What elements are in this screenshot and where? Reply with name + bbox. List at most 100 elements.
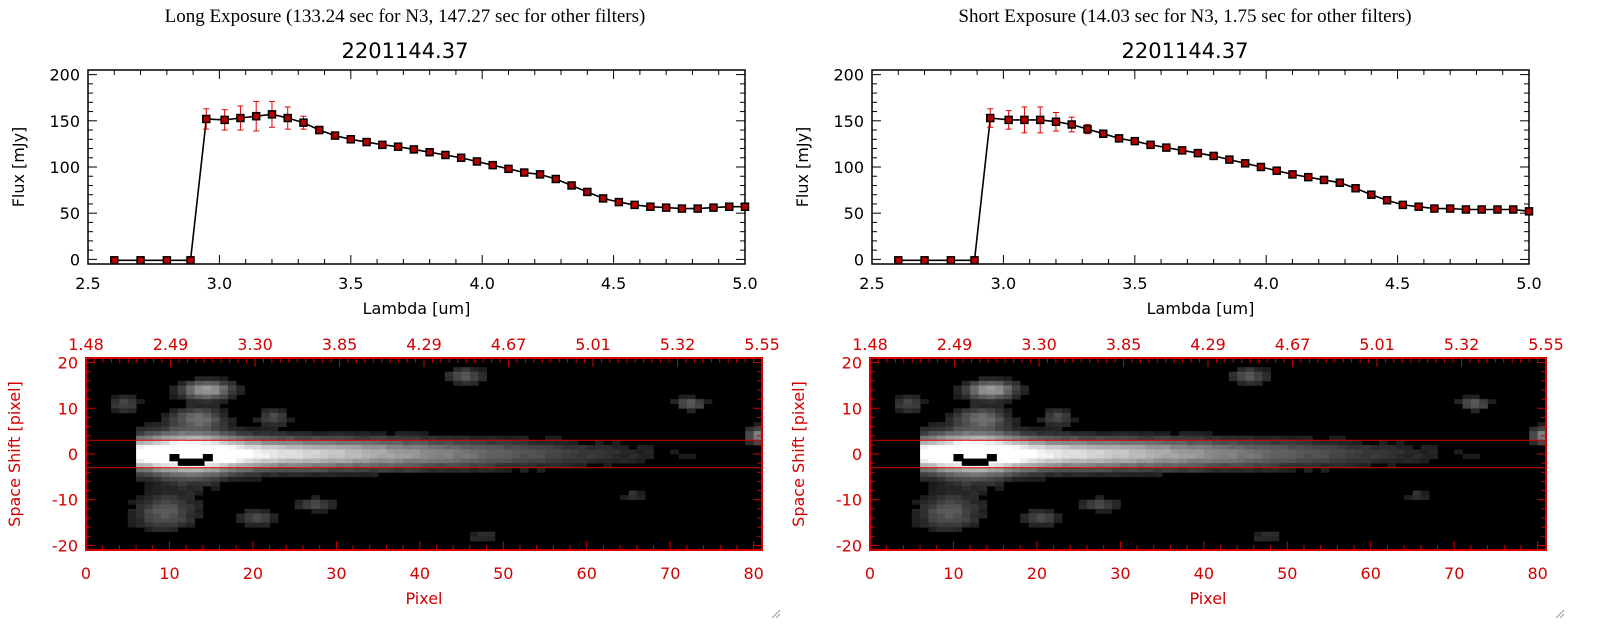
image-pixel [561, 444, 571, 450]
image-pixel [169, 522, 179, 528]
data-point [1461, 205, 1471, 214]
image-pixel [161, 458, 170, 464]
image-pixel [995, 390, 1004, 395]
image-pixel [928, 499, 938, 505]
image-pixel [1404, 454, 1413, 459]
image-pixel [1162, 449, 1171, 455]
image-pixel [1036, 518, 1046, 523]
image-pixel [344, 435, 354, 441]
image-pixel [945, 472, 954, 478]
image-pixel [1245, 367, 1255, 373]
image-pixel [428, 458, 437, 464]
image-pixel [244, 426, 254, 432]
image-pixel [928, 449, 938, 455]
image-pixel [561, 454, 571, 459]
image-pixel [1011, 390, 1021, 395]
image-pixel [236, 458, 245, 464]
image-pixel [545, 440, 554, 446]
resize-grip-icon[interactable] [771, 609, 781, 619]
image-pixel [152, 481, 162, 487]
image-pixel [236, 390, 245, 395]
image-pixel [953, 472, 963, 478]
image-pixel [328, 431, 337, 437]
image-pixel [436, 467, 446, 473]
image-pixel [545, 458, 554, 464]
data-point [1335, 178, 1345, 187]
image-pixel [945, 426, 954, 432]
image-pixel [970, 499, 979, 505]
image-pixel [211, 458, 220, 464]
image-pixel [252, 440, 262, 446]
image-pixel [586, 449, 596, 455]
image-pixel [970, 513, 979, 519]
x-tick-label: 4.5 [601, 274, 626, 293]
data-point [425, 147, 434, 157]
image-pixel [953, 394, 963, 400]
image-pixel [1137, 440, 1146, 446]
image-pixel [1320, 463, 1330, 469]
image-pixel [252, 463, 262, 469]
image-pixel [169, 513, 179, 519]
data-point [409, 145, 419, 154]
y-tick-label: 0 [68, 445, 78, 464]
image-pixel [1086, 458, 1096, 464]
image-pixel [1061, 435, 1071, 441]
image-pixel [1003, 422, 1013, 427]
data-point [1351, 183, 1360, 193]
image-pixel [403, 440, 412, 446]
image-pixel [995, 422, 1004, 427]
resize-grip-icon[interactable] [1555, 609, 1565, 619]
image-pixel [970, 518, 979, 523]
image-pixel [570, 449, 579, 455]
image-pixel [269, 417, 279, 423]
image-pixel [1036, 467, 1046, 473]
image-pixel [1429, 444, 1438, 450]
image-pixel [995, 486, 1004, 491]
image-pixel [1003, 417, 1013, 423]
image-pixel [169, 486, 179, 491]
image-pixel [1237, 376, 1246, 382]
image-pixel [970, 435, 979, 441]
image-pixel [277, 417, 287, 423]
image-pixel [978, 508, 988, 514]
image-pixel [1529, 435, 1539, 441]
image-pixel [236, 440, 245, 446]
image-pixel [161, 472, 170, 478]
image-pixel [578, 463, 588, 469]
image-pixel [152, 463, 162, 469]
image-pixel [1028, 522, 1038, 528]
image-pixel [144, 486, 154, 491]
image-pixel [978, 412, 988, 418]
y-tick-label: 0 [852, 445, 862, 464]
image-pixel [1020, 449, 1029, 455]
image-pixel [611, 449, 621, 455]
image-pixel [1070, 431, 1080, 437]
image-pixel [1078, 504, 1088, 510]
data-point [677, 204, 687, 213]
image-pixel [169, 435, 179, 441]
image-pixel [161, 467, 170, 473]
image-pixel [1103, 454, 1113, 459]
image-pixel [211, 422, 220, 427]
image-pixel [169, 390, 179, 395]
image-pixel [244, 435, 254, 441]
image-pixel [1011, 463, 1021, 469]
image-pixel [1395, 444, 1405, 450]
image-pixel [177, 499, 187, 505]
image-pixel [953, 385, 963, 391]
image-pixel [453, 367, 462, 373]
image-pixel [286, 463, 296, 469]
image-pixel [394, 435, 404, 441]
image-pixel [194, 454, 204, 459]
image-pixel [1011, 385, 1021, 391]
data-point [362, 137, 371, 147]
image-pixel [911, 499, 921, 505]
image-pixel [920, 463, 929, 469]
image-pixel [1045, 408, 1055, 414]
image-pixel [953, 435, 963, 441]
image-pixel [928, 476, 938, 482]
image-pixel [1178, 435, 1188, 441]
x-tick-label: 0 [81, 564, 91, 583]
image-pixel [252, 476, 262, 482]
image-pixel [1412, 458, 1422, 464]
